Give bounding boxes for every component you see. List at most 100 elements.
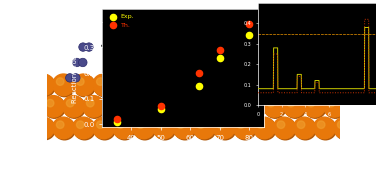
Circle shape — [56, 78, 64, 85]
Circle shape — [137, 121, 144, 128]
Circle shape — [127, 99, 134, 107]
Circle shape — [237, 78, 245, 85]
Circle shape — [354, 74, 375, 96]
Circle shape — [284, 96, 305, 117]
Circle shape — [313, 74, 335, 96]
Th. — [217, 49, 223, 52]
Circle shape — [233, 74, 255, 96]
Circle shape — [355, 118, 376, 140]
Circle shape — [277, 121, 285, 128]
Circle shape — [42, 96, 64, 117]
Circle shape — [334, 117, 355, 139]
Circle shape — [73, 74, 94, 96]
Y-axis label: Reaction probability: Reaction probability — [71, 33, 77, 103]
Circle shape — [193, 117, 215, 139]
Circle shape — [83, 96, 104, 117]
Circle shape — [325, 97, 346, 118]
Circle shape — [134, 118, 156, 140]
Circle shape — [197, 78, 204, 85]
Circle shape — [335, 118, 356, 140]
Th. — [196, 72, 202, 75]
Circle shape — [364, 96, 378, 117]
Circle shape — [327, 99, 335, 107]
Circle shape — [56, 121, 64, 128]
Circle shape — [184, 72, 192, 79]
Exp. — [158, 108, 164, 111]
Circle shape — [174, 75, 196, 97]
Circle shape — [177, 78, 184, 85]
Circle shape — [63, 96, 84, 117]
Circle shape — [163, 96, 184, 117]
Circle shape — [153, 117, 175, 139]
Circle shape — [273, 54, 281, 63]
Circle shape — [93, 117, 115, 139]
Circle shape — [76, 78, 84, 85]
Circle shape — [213, 117, 235, 139]
Circle shape — [184, 97, 206, 118]
Circle shape — [334, 74, 355, 96]
Circle shape — [103, 96, 124, 117]
Circle shape — [104, 97, 125, 118]
Circle shape — [64, 97, 85, 118]
Circle shape — [338, 121, 345, 128]
Circle shape — [374, 74, 378, 96]
Circle shape — [367, 99, 375, 107]
Circle shape — [33, 117, 54, 139]
Circle shape — [217, 78, 225, 85]
Circle shape — [257, 78, 265, 85]
Circle shape — [233, 117, 255, 139]
Circle shape — [354, 117, 375, 139]
Circle shape — [263, 96, 285, 117]
Circle shape — [34, 118, 55, 140]
Circle shape — [73, 117, 94, 139]
Circle shape — [374, 117, 378, 139]
Circle shape — [274, 75, 296, 97]
Circle shape — [204, 97, 226, 118]
Circle shape — [197, 121, 204, 128]
Circle shape — [137, 78, 144, 85]
Title: D₂/Cu(111): D₂/Cu(111) — [160, 0, 206, 8]
Circle shape — [53, 117, 74, 139]
Circle shape — [223, 96, 245, 117]
Circle shape — [253, 74, 275, 96]
Circle shape — [313, 117, 335, 139]
Circle shape — [53, 74, 74, 96]
Circle shape — [244, 97, 266, 118]
Circle shape — [280, 70, 289, 78]
Exp. — [114, 120, 120, 123]
Circle shape — [46, 99, 54, 107]
Circle shape — [143, 96, 164, 117]
Circle shape — [358, 78, 365, 85]
Circle shape — [113, 74, 135, 96]
Circle shape — [375, 118, 378, 140]
Circle shape — [234, 75, 256, 97]
Circle shape — [114, 118, 136, 140]
Circle shape — [134, 75, 156, 97]
Circle shape — [314, 118, 336, 140]
Circle shape — [273, 117, 295, 139]
Circle shape — [133, 74, 155, 96]
Circle shape — [365, 97, 378, 118]
Circle shape — [187, 99, 194, 107]
Circle shape — [113, 117, 135, 139]
Circle shape — [43, 97, 65, 118]
Circle shape — [154, 118, 176, 140]
Circle shape — [177, 121, 184, 128]
Circle shape — [173, 117, 195, 139]
Exp. — [217, 56, 223, 59]
Circle shape — [338, 78, 345, 85]
Circle shape — [347, 99, 355, 107]
Circle shape — [74, 75, 96, 97]
Circle shape — [87, 99, 94, 107]
Circle shape — [214, 118, 236, 140]
Circle shape — [267, 99, 275, 107]
Circle shape — [164, 97, 186, 118]
Circle shape — [318, 121, 325, 128]
Circle shape — [94, 118, 116, 140]
Circle shape — [257, 121, 265, 128]
Circle shape — [305, 97, 326, 118]
Circle shape — [76, 121, 84, 128]
Circle shape — [254, 75, 276, 97]
Th. — [158, 105, 164, 108]
Circle shape — [237, 121, 245, 128]
